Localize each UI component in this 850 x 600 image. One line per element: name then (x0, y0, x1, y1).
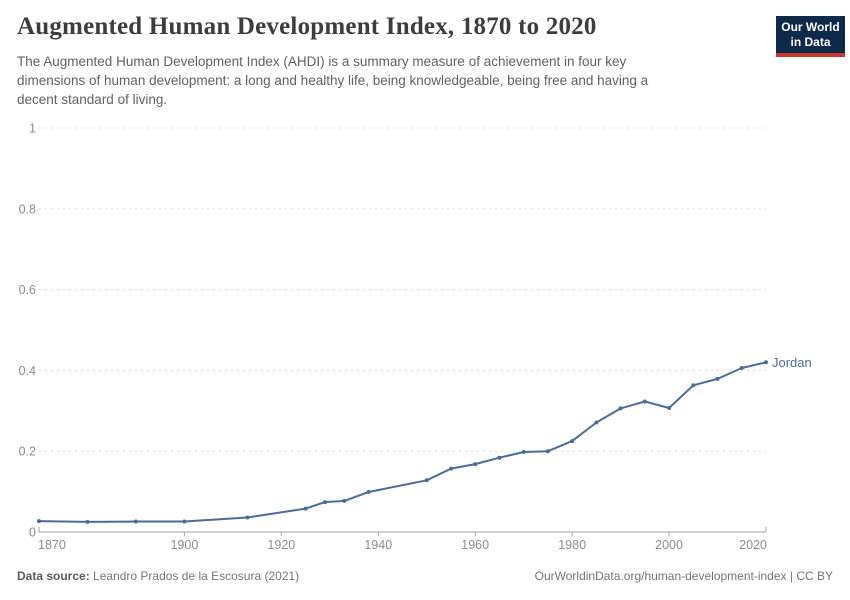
data-point-1965[interactable] (497, 455, 502, 460)
owid-logo-box: Our World in Data (776, 16, 845, 53)
x-axis-tick-label: 1960 (461, 538, 489, 552)
data-point-1880[interactable] (85, 519, 90, 524)
x-axis-tick-label: 1980 (558, 538, 586, 552)
x-axis-tick-label: 2000 (655, 538, 683, 552)
data-point-1995[interactable] (642, 399, 647, 404)
x-axis-tick-label: 1870 (38, 538, 66, 552)
data-source-label: Data source: (17, 569, 90, 583)
data-point-1870[interactable] (37, 519, 41, 524)
y-axis-tick-label: 0.4 (19, 364, 36, 378)
data-point-1933[interactable] (342, 498, 347, 503)
data-point-1900[interactable] (182, 519, 187, 524)
owid-logo-line1: Our World (781, 20, 840, 34)
page-title: Augmented Human Development Index, 1870 … (17, 13, 597, 40)
owid-logo-red-bar (776, 53, 845, 57)
y-axis-tick-label: 0.2 (19, 445, 36, 459)
data-point-1929[interactable] (323, 500, 327, 505)
y-axis-tick-label: 0.6 (19, 283, 36, 297)
x-axis-tick-label: 1900 (170, 538, 198, 552)
data-point-1985[interactable] (594, 420, 599, 425)
data-point-1950[interactable] (424, 478, 429, 483)
data-point-1960[interactable] (473, 462, 478, 467)
y-axis-tick-label: 0.8 (19, 202, 36, 216)
data-point-2020[interactable] (764, 360, 768, 365)
x-axis-tick-label: 2020 (739, 538, 767, 552)
data-point-1975[interactable] (545, 449, 550, 454)
data-point-1990[interactable] (618, 406, 623, 411)
owid-logo[interactable]: Our World in Data (776, 16, 845, 57)
line-series-jordan[interactable] (38, 361, 767, 523)
data-point-2005[interactable] (691, 383, 696, 388)
data-point-1955[interactable] (449, 466, 453, 471)
data-point-2010[interactable] (715, 376, 720, 381)
y-axis-tick-label: 1 (29, 122, 36, 136)
data-point-1938[interactable] (366, 490, 371, 494)
data-point-1970[interactable] (521, 450, 526, 454)
data-point-2015[interactable] (739, 366, 744, 370)
chart-subtitle: The Augmented Human Development Index (A… (17, 54, 649, 107)
data-point-1980[interactable] (570, 439, 575, 444)
data-point-1925[interactable] (303, 506, 308, 511)
data-source: Data source: Leandro Prados de la Escosu… (17, 569, 299, 583)
chart-footer: Data source: Leandro Prados de la Escosu… (17, 569, 833, 583)
data-point-2000[interactable] (667, 406, 672, 410)
owid-logo-line2: in Data (790, 35, 831, 49)
data-point-1913[interactable] (245, 515, 250, 520)
x-axis-tick-label: 1920 (267, 538, 295, 552)
data-source-value: Leandro Prados de la Escosura (2021) (93, 569, 300, 583)
series-label-jordan[interactable]: Jordan (772, 355, 812, 370)
owid-url-license[interactable]: OurWorldinData.org/human-development-ind… (534, 569, 833, 583)
x-axis-tick-label: 1940 (364, 538, 392, 552)
y-axis-tick-label: 0 (29, 526, 36, 540)
data-point-1890[interactable] (133, 519, 138, 524)
